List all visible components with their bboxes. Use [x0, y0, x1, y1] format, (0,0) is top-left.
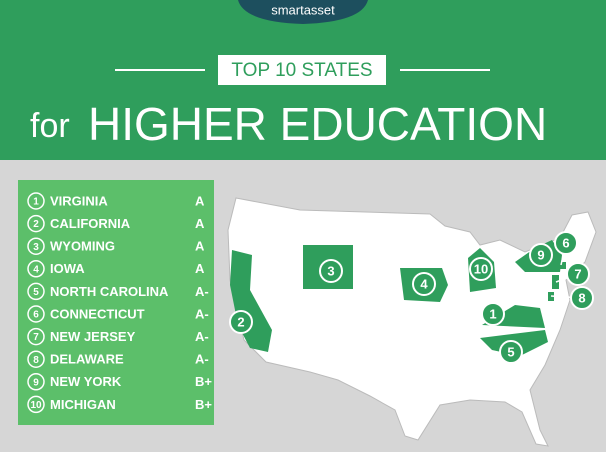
rank-circle	[27, 192, 45, 210]
rank-circle	[27, 327, 45, 346]
grade: A-	[195, 306, 209, 321]
state-name: NORTH CAROLINA	[50, 284, 169, 299]
marker-number: 8	[578, 290, 585, 305]
state-name: IOWA	[50, 261, 85, 276]
rank-circle	[27, 237, 45, 255]
map-marker	[469, 257, 493, 281]
rank-number: 1	[33, 197, 39, 208]
state-connecticut	[557, 262, 566, 269]
tag-box	[218, 55, 386, 85]
state-name: VIRGINIA	[50, 193, 108, 208]
ranking-panel	[18, 180, 214, 425]
rank-circle	[27, 282, 45, 301]
grade: A-	[195, 329, 209, 344]
marker-number: 2	[237, 314, 244, 329]
rank-number: 8	[33, 355, 39, 366]
map-marker	[319, 259, 343, 283]
rank-number: 3	[33, 242, 39, 253]
title-prefix: for	[30, 107, 70, 145]
rank-number: 5	[33, 287, 39, 298]
rank-number: 6	[33, 310, 39, 321]
state-name: WYOMING	[50, 239, 115, 254]
logo-badge	[238, 0, 368, 24]
marker-number: 1	[489, 306, 496, 321]
map-marker	[412, 272, 436, 296]
map-marker	[554, 231, 578, 255]
grade: B+	[195, 397, 212, 412]
rank-circle	[27, 395, 45, 414]
grade: A	[195, 216, 205, 231]
marker-number: 5	[507, 344, 514, 359]
rank-circle	[27, 373, 45, 391]
map-marker	[499, 340, 523, 364]
map-marker	[566, 262, 590, 286]
grade: A-	[195, 284, 209, 299]
title: HIGHER EDUCATION	[88, 98, 547, 150]
grade: B+	[195, 374, 212, 389]
rank-number: 4	[33, 264, 39, 275]
marker-number: 3	[327, 263, 334, 278]
state-name: CALIFORNIA	[50, 216, 131, 231]
title-tag: TOP 10 STATES	[231, 60, 372, 81]
rank-number: 7	[33, 332, 39, 343]
marker-number: 6	[562, 235, 569, 250]
rank-number: 10	[30, 400, 42, 411]
rank-circle	[27, 305, 45, 323]
map-marker	[570, 286, 594, 310]
rank-circle	[27, 350, 45, 368]
grade: A	[195, 193, 205, 208]
state-name: DELAWARE	[50, 352, 124, 367]
rank-circle	[27, 214, 45, 233]
state-name: MICHIGAN	[50, 397, 116, 412]
rank-number: 2	[33, 219, 39, 230]
state-name: NEW JERSEY	[50, 329, 136, 344]
marker-number: 4	[420, 276, 428, 291]
marker-number: 10	[474, 261, 488, 276]
map-marker	[229, 310, 253, 334]
map-marker	[529, 243, 553, 267]
rank-number: 9	[33, 377, 39, 388]
state-new-jersey	[552, 275, 559, 289]
grade: A-	[195, 352, 209, 367]
rank-circle	[27, 260, 45, 278]
map-marker	[481, 302, 505, 326]
grade: A	[195, 261, 205, 276]
marker-number: 7	[574, 266, 581, 281]
logo: smartasset	[271, 2, 335, 17]
state-name: NEW YORK	[50, 374, 122, 389]
marker-number: 9	[537, 247, 544, 262]
state-name: CONNECTICUT	[50, 306, 145, 321]
grade: A	[195, 239, 205, 254]
